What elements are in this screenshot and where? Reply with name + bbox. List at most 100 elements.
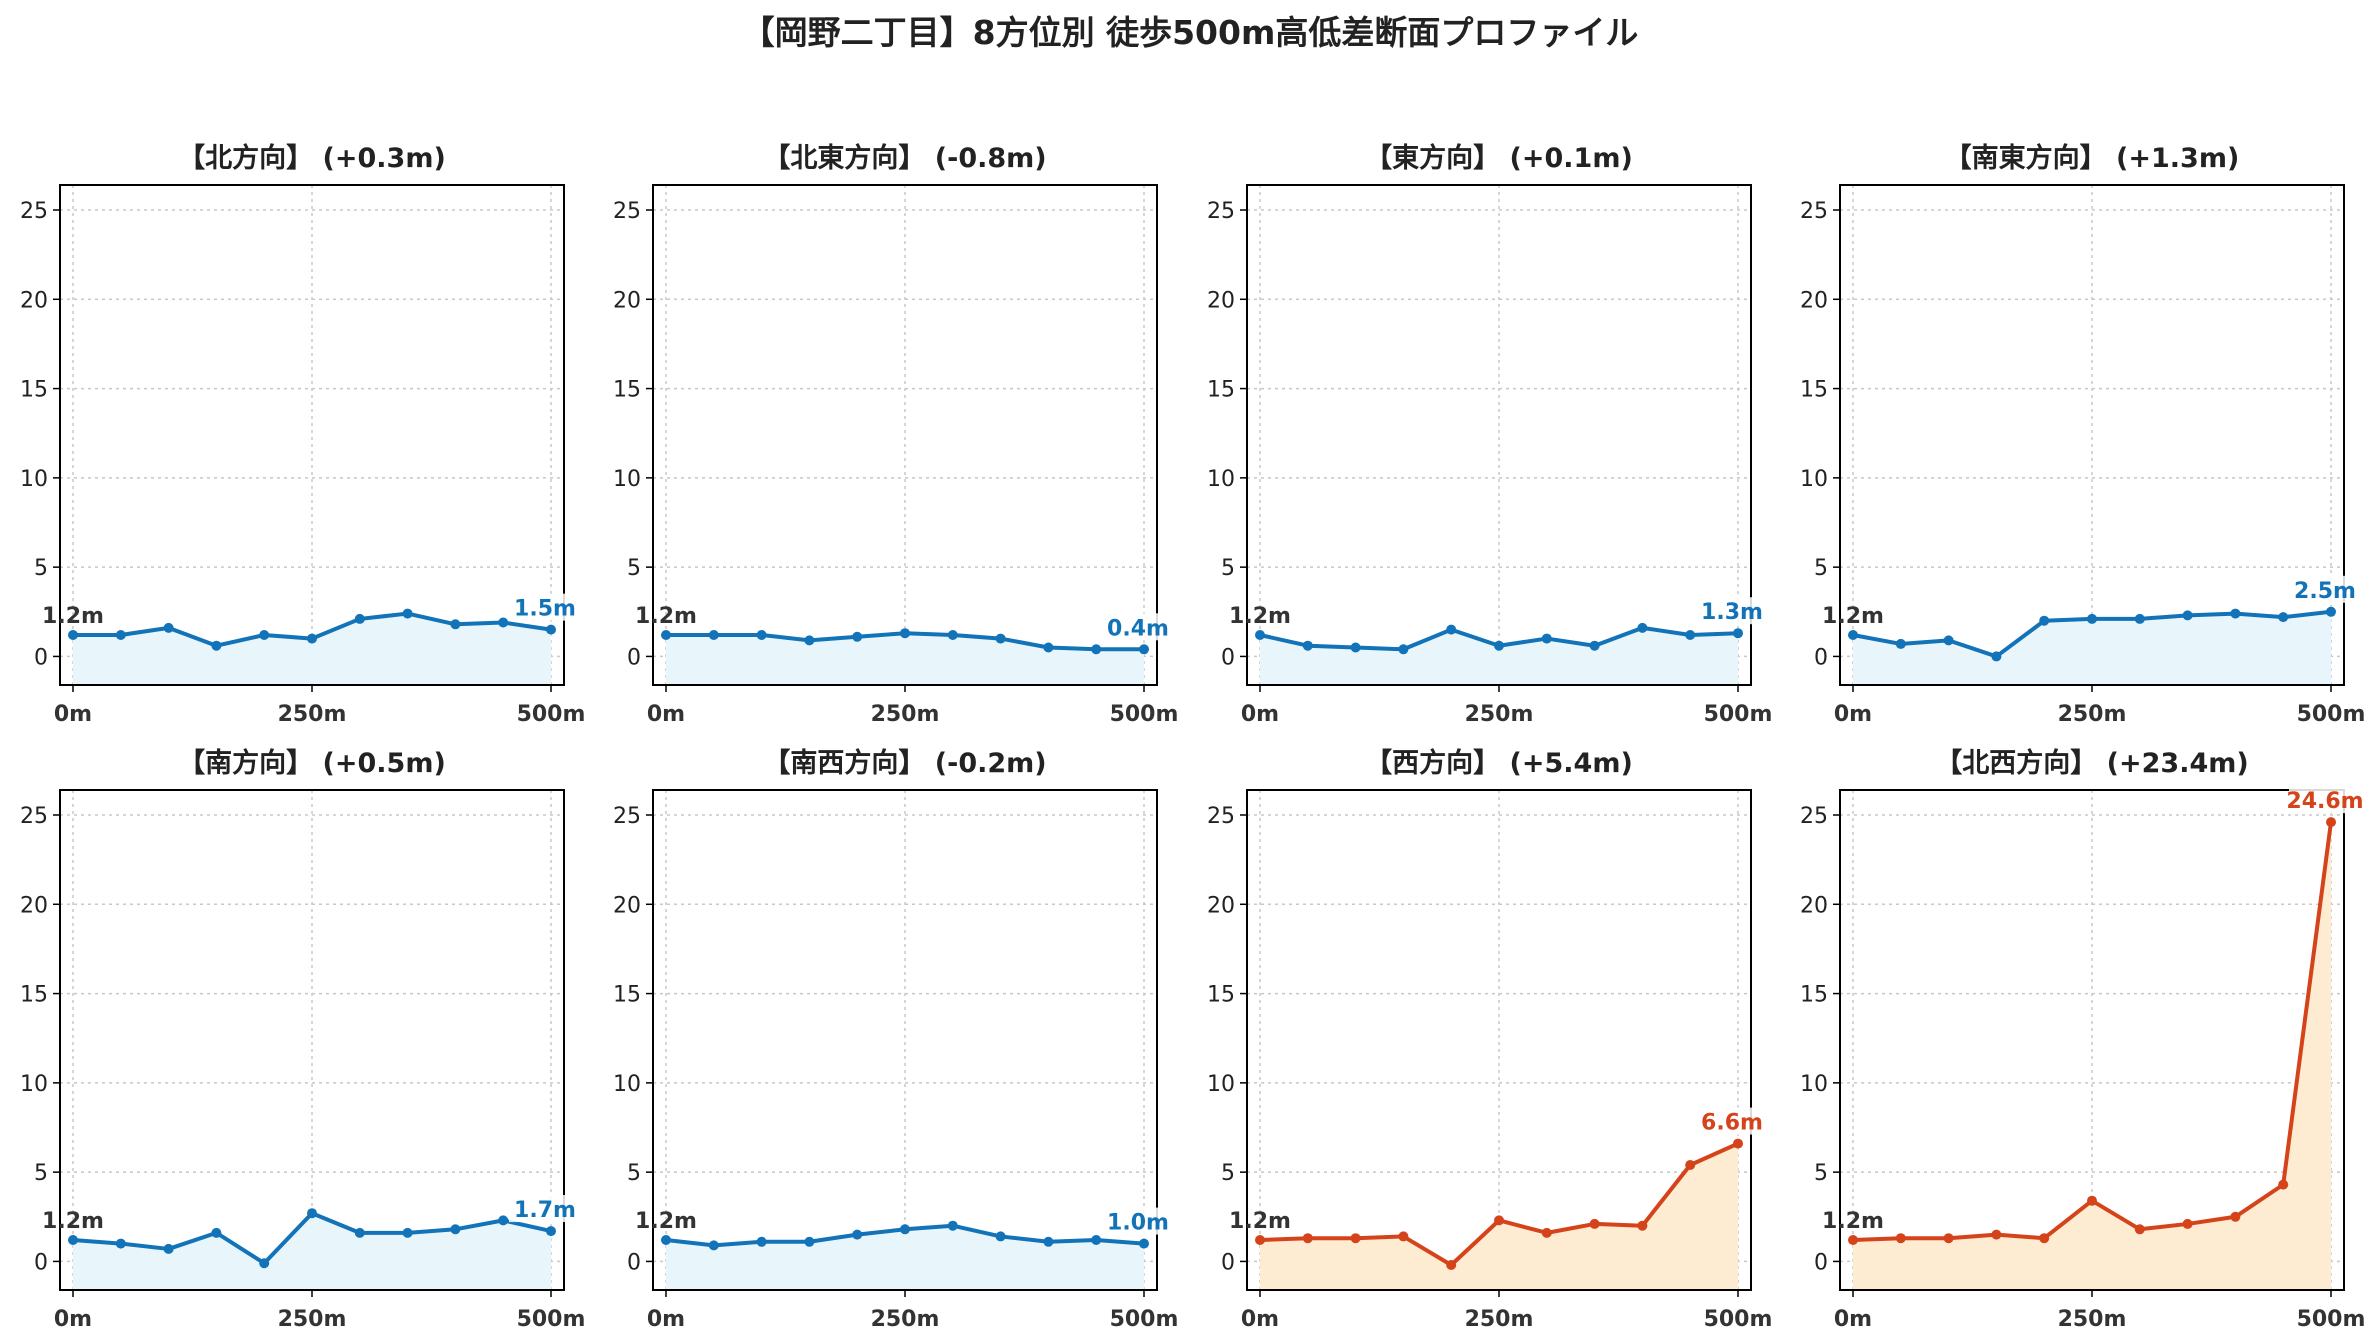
data-point (661, 1235, 671, 1245)
y-tick-label: 15 (1800, 378, 1828, 403)
data-point (804, 1236, 815, 1247)
data-point (307, 1208, 317, 1219)
y-tick-label: 25 (20, 199, 48, 224)
y-tick-label: 5 (627, 556, 641, 581)
data-point (1446, 624, 1457, 635)
data-point (163, 622, 174, 633)
y-tick-label: 15 (20, 983, 48, 1008)
y-tick-label: 15 (613, 378, 641, 403)
data-point (259, 1258, 270, 1269)
panel-title: 【北東方向】 (-0.8m) (763, 142, 1046, 174)
data-point (1589, 640, 1600, 651)
plot-frame (652, 184, 1158, 686)
data-point (947, 1220, 958, 1231)
start-elevation-label: 1.2m (1822, 1209, 1884, 1234)
data-point (1733, 628, 1743, 639)
data-point (354, 613, 365, 624)
panel-title: 【東方向】 (+0.1m) (1365, 142, 1633, 174)
data-point (2039, 1233, 2050, 1244)
data-point (2230, 608, 2241, 619)
data-point (354, 1227, 365, 1238)
data-point (498, 1215, 509, 1226)
data-point (708, 630, 719, 640)
y-tick-label: 20 (1207, 893, 1235, 918)
profile-fill (1260, 1143, 1738, 1290)
x-tick-label: 500m (1110, 702, 1179, 727)
y-tick-label: 0 (1221, 645, 1235, 670)
y-tick-label: 5 (1814, 556, 1828, 581)
end-elevation-label: 1.3m (1701, 600, 1763, 625)
y-tick-label: 0 (34, 1250, 48, 1275)
y-tick-label: 5 (627, 1161, 641, 1186)
data-point (1255, 630, 1265, 640)
x-tick-label: 0m (647, 1307, 685, 1332)
data-point (947, 630, 958, 640)
y-tick-label: 10 (613, 467, 641, 492)
data-point (1350, 642, 1361, 653)
x-tick-label: 500m (1110, 1307, 1179, 1332)
panel-title: 【西方向】 (+5.4m) (1365, 747, 1633, 779)
y-tick-label: 5 (1221, 1161, 1235, 1186)
y-tick-label: 25 (613, 804, 641, 829)
x-tick-label: 250m (278, 702, 347, 727)
y-tick-label: 10 (20, 467, 48, 492)
data-point (1350, 1233, 1361, 1244)
data-point (2278, 1179, 2289, 1190)
data-point (1043, 1236, 1054, 1247)
end-label-bg (2289, 786, 2361, 814)
panel-title: 【南方向】 (+0.5m) (178, 747, 446, 779)
data-point (852, 1229, 863, 1240)
data-point (2230, 1211, 2241, 1222)
data-point (1637, 622, 1648, 633)
x-tick-label: 0m (54, 702, 92, 727)
x-tick-label: 0m (54, 1307, 92, 1332)
plot-frame (1246, 184, 1752, 686)
data-point (402, 608, 413, 619)
data-point (900, 1224, 910, 1235)
data-point (1991, 651, 2002, 662)
end-label-bg (509, 1195, 581, 1223)
data-point (163, 1243, 174, 1254)
start-elevation-label: 1.2m (1229, 1209, 1291, 1234)
y-tick-label: 5 (1814, 1161, 1828, 1186)
x-tick-label: 500m (2297, 1307, 2366, 1332)
data-point (708, 1240, 719, 1251)
panel-title: 【北西方向】 (+23.4m) (1935, 747, 2248, 779)
y-tick-label: 20 (613, 893, 641, 918)
data-point (900, 628, 910, 639)
x-tick-label: 500m (517, 1307, 586, 1332)
profile-fill (73, 613, 551, 685)
y-tick-label: 20 (20, 288, 48, 313)
start-elevation-label: 1.2m (42, 604, 104, 629)
data-point (2326, 817, 2336, 828)
plot-frame (652, 789, 1158, 1291)
data-point (1685, 630, 1696, 640)
plot-frame (59, 184, 565, 686)
chart-title: 【岡野二丁目】8方位別 徒歩500m高低差断面プロファイル (742, 13, 1639, 52)
end-elevation-label: 1.7m (514, 1198, 576, 1223)
x-tick-label: 500m (517, 702, 586, 727)
data-point (1895, 1233, 1906, 1244)
data-point (756, 630, 767, 640)
data-point (546, 624, 556, 635)
x-tick-label: 500m (2297, 702, 2366, 727)
y-tick-label: 10 (1207, 467, 1235, 492)
data-point (852, 631, 863, 642)
x-tick-label: 0m (1241, 1307, 1279, 1332)
data-point (2039, 615, 2050, 626)
y-tick-label: 5 (1221, 556, 1235, 581)
data-point (2087, 1195, 2097, 1206)
data-point (211, 640, 222, 651)
end-elevation-label: 0.4m (1107, 616, 1169, 641)
data-point (661, 630, 671, 640)
y-tick-label: 15 (20, 378, 48, 403)
data-point (2182, 610, 2193, 621)
y-tick-label: 0 (627, 1250, 641, 1275)
x-tick-label: 250m (278, 1307, 347, 1332)
x-tick-label: 0m (647, 702, 685, 727)
y-tick-label: 15 (1207, 983, 1235, 1008)
